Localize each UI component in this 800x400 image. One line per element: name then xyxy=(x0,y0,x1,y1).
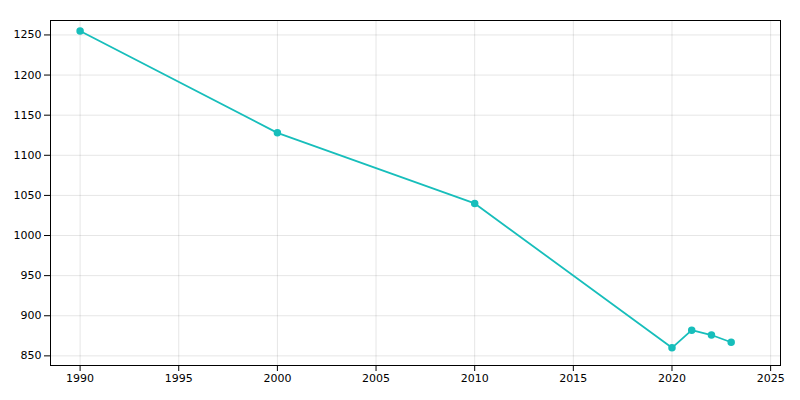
svg-text:850: 850 xyxy=(21,349,42,362)
svg-text:900: 900 xyxy=(21,309,42,322)
svg-text:1050: 1050 xyxy=(14,189,42,202)
svg-text:1995: 1995 xyxy=(165,372,193,385)
svg-text:950: 950 xyxy=(21,269,42,282)
svg-text:2025: 2025 xyxy=(757,372,785,385)
svg-text:1150: 1150 xyxy=(14,109,42,122)
svg-text:2020: 2020 xyxy=(658,372,686,385)
svg-text:2010: 2010 xyxy=(461,372,489,385)
svg-text:2005: 2005 xyxy=(362,372,390,385)
svg-text:1100: 1100 xyxy=(14,149,42,162)
svg-text:1200: 1200 xyxy=(14,69,42,82)
svg-text:1250: 1250 xyxy=(14,28,42,41)
svg-text:1000: 1000 xyxy=(14,229,42,242)
svg-text:2000: 2000 xyxy=(263,372,291,385)
svg-text:2015: 2015 xyxy=(559,372,587,385)
svg-text:1990: 1990 xyxy=(66,372,94,385)
